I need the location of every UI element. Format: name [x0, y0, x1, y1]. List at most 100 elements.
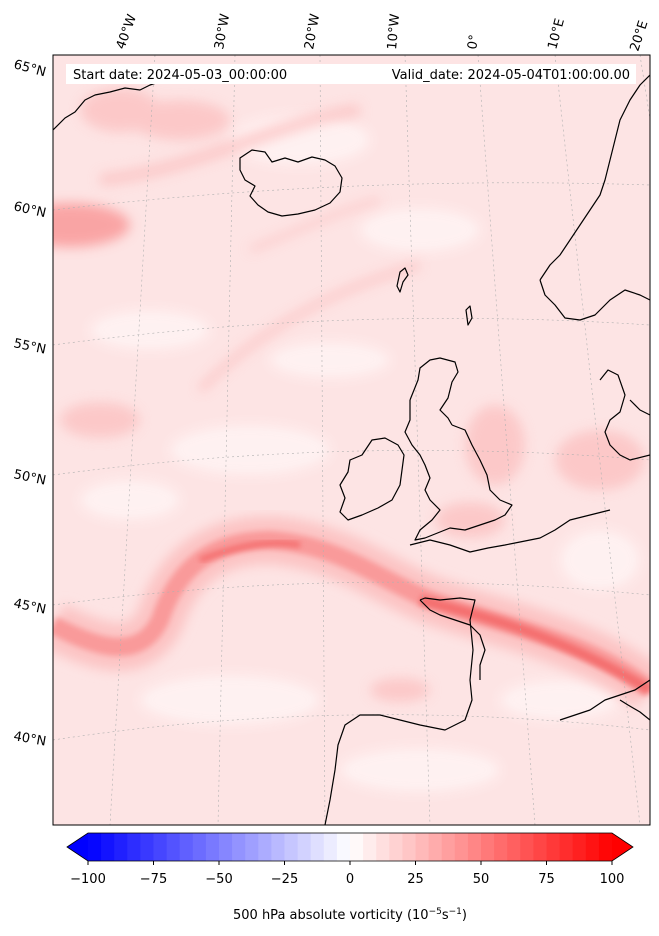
colorbar-tick-label: −75 [140, 872, 167, 887]
coast-faroe [396, 267, 409, 293]
lat-label-65n: 65°N [12, 57, 48, 80]
colorbar-tick-label: 100 [600, 872, 625, 887]
colorbar: −100 −75 −50 −25 0 25 50 75 100 [66, 832, 634, 887]
graticule [53, 55, 650, 825]
colorbar-step [153, 833, 168, 861]
colorbar-step [454, 833, 469, 861]
colorbar-step [441, 833, 456, 861]
colorbar-step [467, 833, 482, 861]
coast-iceland [239, 149, 343, 217]
colorbar-step [219, 833, 233, 861]
coast-france-north [409, 509, 611, 553]
colorbar-tick-label: 75 [538, 872, 555, 887]
colorbar-step [520, 833, 534, 861]
colorbar-step [533, 833, 548, 861]
meridian-0 [477, 55, 536, 825]
vorticity-moderate-zones [53, 88, 645, 702]
lon-label-20w: 20°W [302, 13, 323, 51]
coast-italy [619, 699, 650, 721]
colorbar-steps [88, 833, 613, 861]
map-panel [53, 55, 650, 825]
coast-norway-south [539, 279, 650, 321]
meridian-10e [554, 55, 641, 825]
colorbar-step [402, 833, 417, 861]
colorbar-step [88, 833, 102, 861]
colorbar-step [572, 833, 587, 861]
colorbar-step [481, 833, 495, 861]
colorbar-step [166, 833, 181, 861]
colorbar-label-prefix: 500 hPa absolute vorticity (10 [233, 908, 429, 923]
colorbar-tick-label: 0 [346, 872, 354, 887]
start-date-label: Start date: 2024-05-03_00:00:00 [73, 68, 287, 83]
map-frame [52, 54, 651, 826]
colorbar-step [389, 833, 403, 861]
colorbar-label-exp2: −1 [449, 907, 462, 917]
colorbar-step [205, 833, 220, 861]
coast-great-britain [404, 400, 513, 541]
colorbar-step [428, 833, 443, 861]
colorbar-step [507, 833, 521, 861]
colorbar-tick-label: −25 [271, 872, 298, 887]
latitude-labels: 65°N 60°N 55°N 50°N 45°N 40°N [12, 57, 48, 749]
colorbar-step [284, 833, 299, 861]
colorbar-step [494, 833, 508, 861]
meridian-10w [404, 55, 431, 825]
vorticity-light-patches [80, 115, 640, 792]
colorbar-step [140, 833, 155, 861]
lon-label-10e: 10°E [545, 17, 568, 51]
colorbar-step [101, 833, 115, 861]
colorbar-tick-label: −100 [70, 872, 106, 887]
valid-date-label: Valid_date: 2024-05-04T01:00:00.00 [392, 68, 630, 83]
coast-ireland [339, 437, 405, 521]
colorbar-step [559, 833, 574, 861]
meridian-20w [319, 55, 326, 825]
colorbar-label-mid: s [442, 908, 449, 923]
coast-norway [539, 74, 650, 281]
colorbar-tick-label: −50 [205, 872, 232, 887]
lat-label-50n: 50°N [12, 467, 47, 488]
colorbar-step [585, 833, 600, 861]
coast-iberia [324, 597, 476, 825]
coast-denmark [599, 369, 650, 461]
lon-label-20e: 20°E [628, 19, 652, 53]
lat-label-40n: 40°N [12, 729, 47, 749]
lon-label-30w: 30°W [212, 13, 233, 51]
colorbar-step [271, 833, 286, 861]
coast-med-spain [559, 679, 650, 721]
coast-baltic [629, 399, 650, 416]
colorbar-label-suffix: ) [462, 908, 467, 923]
lat-label-60n: 60°N [12, 199, 47, 221]
colorbar-step [297, 833, 312, 861]
colorbar-step [310, 833, 325, 861]
colorbar-step [127, 833, 141, 861]
vorticity-jet-band [53, 515, 650, 709]
coastlines [53, 71, 650, 825]
lon-label-0: 0° [465, 34, 482, 51]
colorbar-step [336, 833, 351, 861]
lon-label-10w: 10°W [385, 13, 403, 50]
colorbar-step [114, 833, 128, 861]
colorbar-extend-high [612, 833, 633, 861]
colorbar-step [376, 833, 390, 861]
colorbar-step [245, 833, 259, 861]
colorbar-step [323, 833, 338, 861]
lat-label-45n: 45°N [12, 596, 47, 617]
colorbar-step [350, 833, 364, 861]
colorbar-label-exp1: −5 [429, 907, 442, 917]
colorbar-step [192, 833, 207, 861]
colorbar-ticks: −100 −75 −50 −25 0 25 50 75 100 [70, 861, 624, 887]
meridian-40w [109, 55, 156, 825]
coast-shetland [465, 305, 473, 326]
longitude-labels: 40°W 30°W 20°W 10°W 0° 10°E 20°E [114, 12, 652, 53]
colorbar-tick-label: 25 [407, 872, 424, 887]
colorbar-tick-label: 50 [473, 872, 490, 887]
colorbar-step [258, 833, 272, 861]
colorbar-step [546, 833, 561, 861]
colorbar-extend-low [67, 833, 88, 861]
lat-label-55n: 55°N [12, 336, 47, 357]
colorbar-step [598, 833, 613, 861]
header-strip [66, 64, 636, 84]
coast-scotland [409, 357, 459, 426]
lon-label-40w: 40°W [114, 12, 140, 51]
